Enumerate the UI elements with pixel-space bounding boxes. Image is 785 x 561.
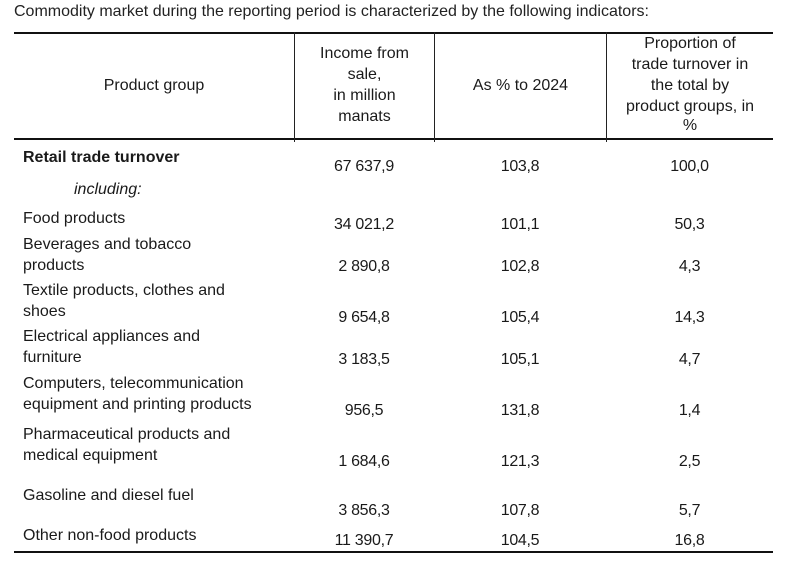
cell-percent: 105,4 [500,309,540,326]
row-name-line: Pharmaceutical products and [23,426,231,443]
cell-income: 9 654,8 [338,309,390,326]
cell-percent: 121,3 [500,453,540,470]
cell-income: 2 890,8 [338,258,390,275]
header-line: in million [333,87,396,104]
row-name: Computers, telecommunication equipment a… [23,373,313,415]
cell-income: 956,5 [344,402,384,419]
row-name-line: Beverages and tobacco [23,236,192,253]
row-name-line: shoes [23,303,66,320]
cell-share: 1,4 [678,402,701,419]
row-name: Textile products, clothes and shoes [23,280,295,322]
header-bottom-rule [14,138,773,140]
cell-percent: 102,8 [500,258,540,275]
cell-share: 14,3 [674,309,705,326]
cell-income: 1 684,6 [338,453,390,470]
row-name: Gasoline and diesel fuel [23,487,194,504]
row-name: Food products [23,210,126,227]
cell-share: 50,3 [674,216,705,233]
row-name: Other non-food products [23,527,197,544]
column-divider [434,32,435,142]
row-name-line: Electrical appliances and [23,328,200,345]
row-name: Pharmaceutical products and medical equi… [23,424,295,466]
row-name-line: furniture [23,349,82,366]
header-income: Income from sale, in million manats [295,32,434,138]
cell-income: 34 021,2 [334,216,394,233]
row-name: Beverages and tobacco products [23,234,295,276]
row-name-line: Textile products, clothes and [23,282,225,299]
cell-share: 5,7 [678,502,701,519]
header-line: manats [338,108,391,125]
cell-percent: 131,8 [500,402,540,419]
header-line: % [682,117,698,134]
cell-percent: 103,8 [500,158,540,175]
header-line: product groups, in [625,98,755,115]
cell-percent: 105,1 [500,351,540,368]
column-divider [606,32,607,142]
cell-share: 100,0 [670,158,709,175]
header-line: sale, [347,66,382,83]
header-percent-to-year: As % to 2024 [435,32,606,138]
table-top-rule [14,32,773,34]
row-name: Electrical appliances and furniture [23,326,295,368]
cell-income: 3 856,3 [338,502,390,519]
header-line: Proportion of [644,35,736,52]
cell-share: 4,3 [678,258,701,275]
table-bottom-rule [14,551,773,553]
header-label: As % to 2024 [472,76,569,94]
header-line: trade turnover in [631,56,749,73]
cell-percent: 101,1 [500,216,540,233]
cell-share: 2,5 [678,453,701,470]
cell-percent: 104,5 [500,532,540,549]
cell-income: 67 637,9 [334,158,394,175]
row-name: Retail trade turnover [23,149,180,166]
cell-share: 4,7 [678,351,701,368]
cell-share: 16,8 [674,532,705,549]
row-name-line: Computers, telecommunication [23,375,244,392]
header-line: the total by [650,77,730,94]
header-product-group: Product group [14,32,294,138]
row-name-line: equipment and printing products [23,396,252,413]
column-divider [294,32,295,142]
header-line: Income from [320,45,409,62]
including-label: including: [74,181,142,198]
cell-percent: 107,8 [500,502,540,519]
cell-income: 11 390,7 [334,532,394,549]
cell-income: 3 183,5 [338,351,390,368]
header-proportion: Proportion of trade turnover in the tota… [607,32,773,139]
row-name-line: medical equipment [23,447,158,464]
table-caption: Commodity market during the reporting pe… [14,3,649,20]
header-label: Product group [103,76,205,94]
row-name-line: products [23,257,85,274]
